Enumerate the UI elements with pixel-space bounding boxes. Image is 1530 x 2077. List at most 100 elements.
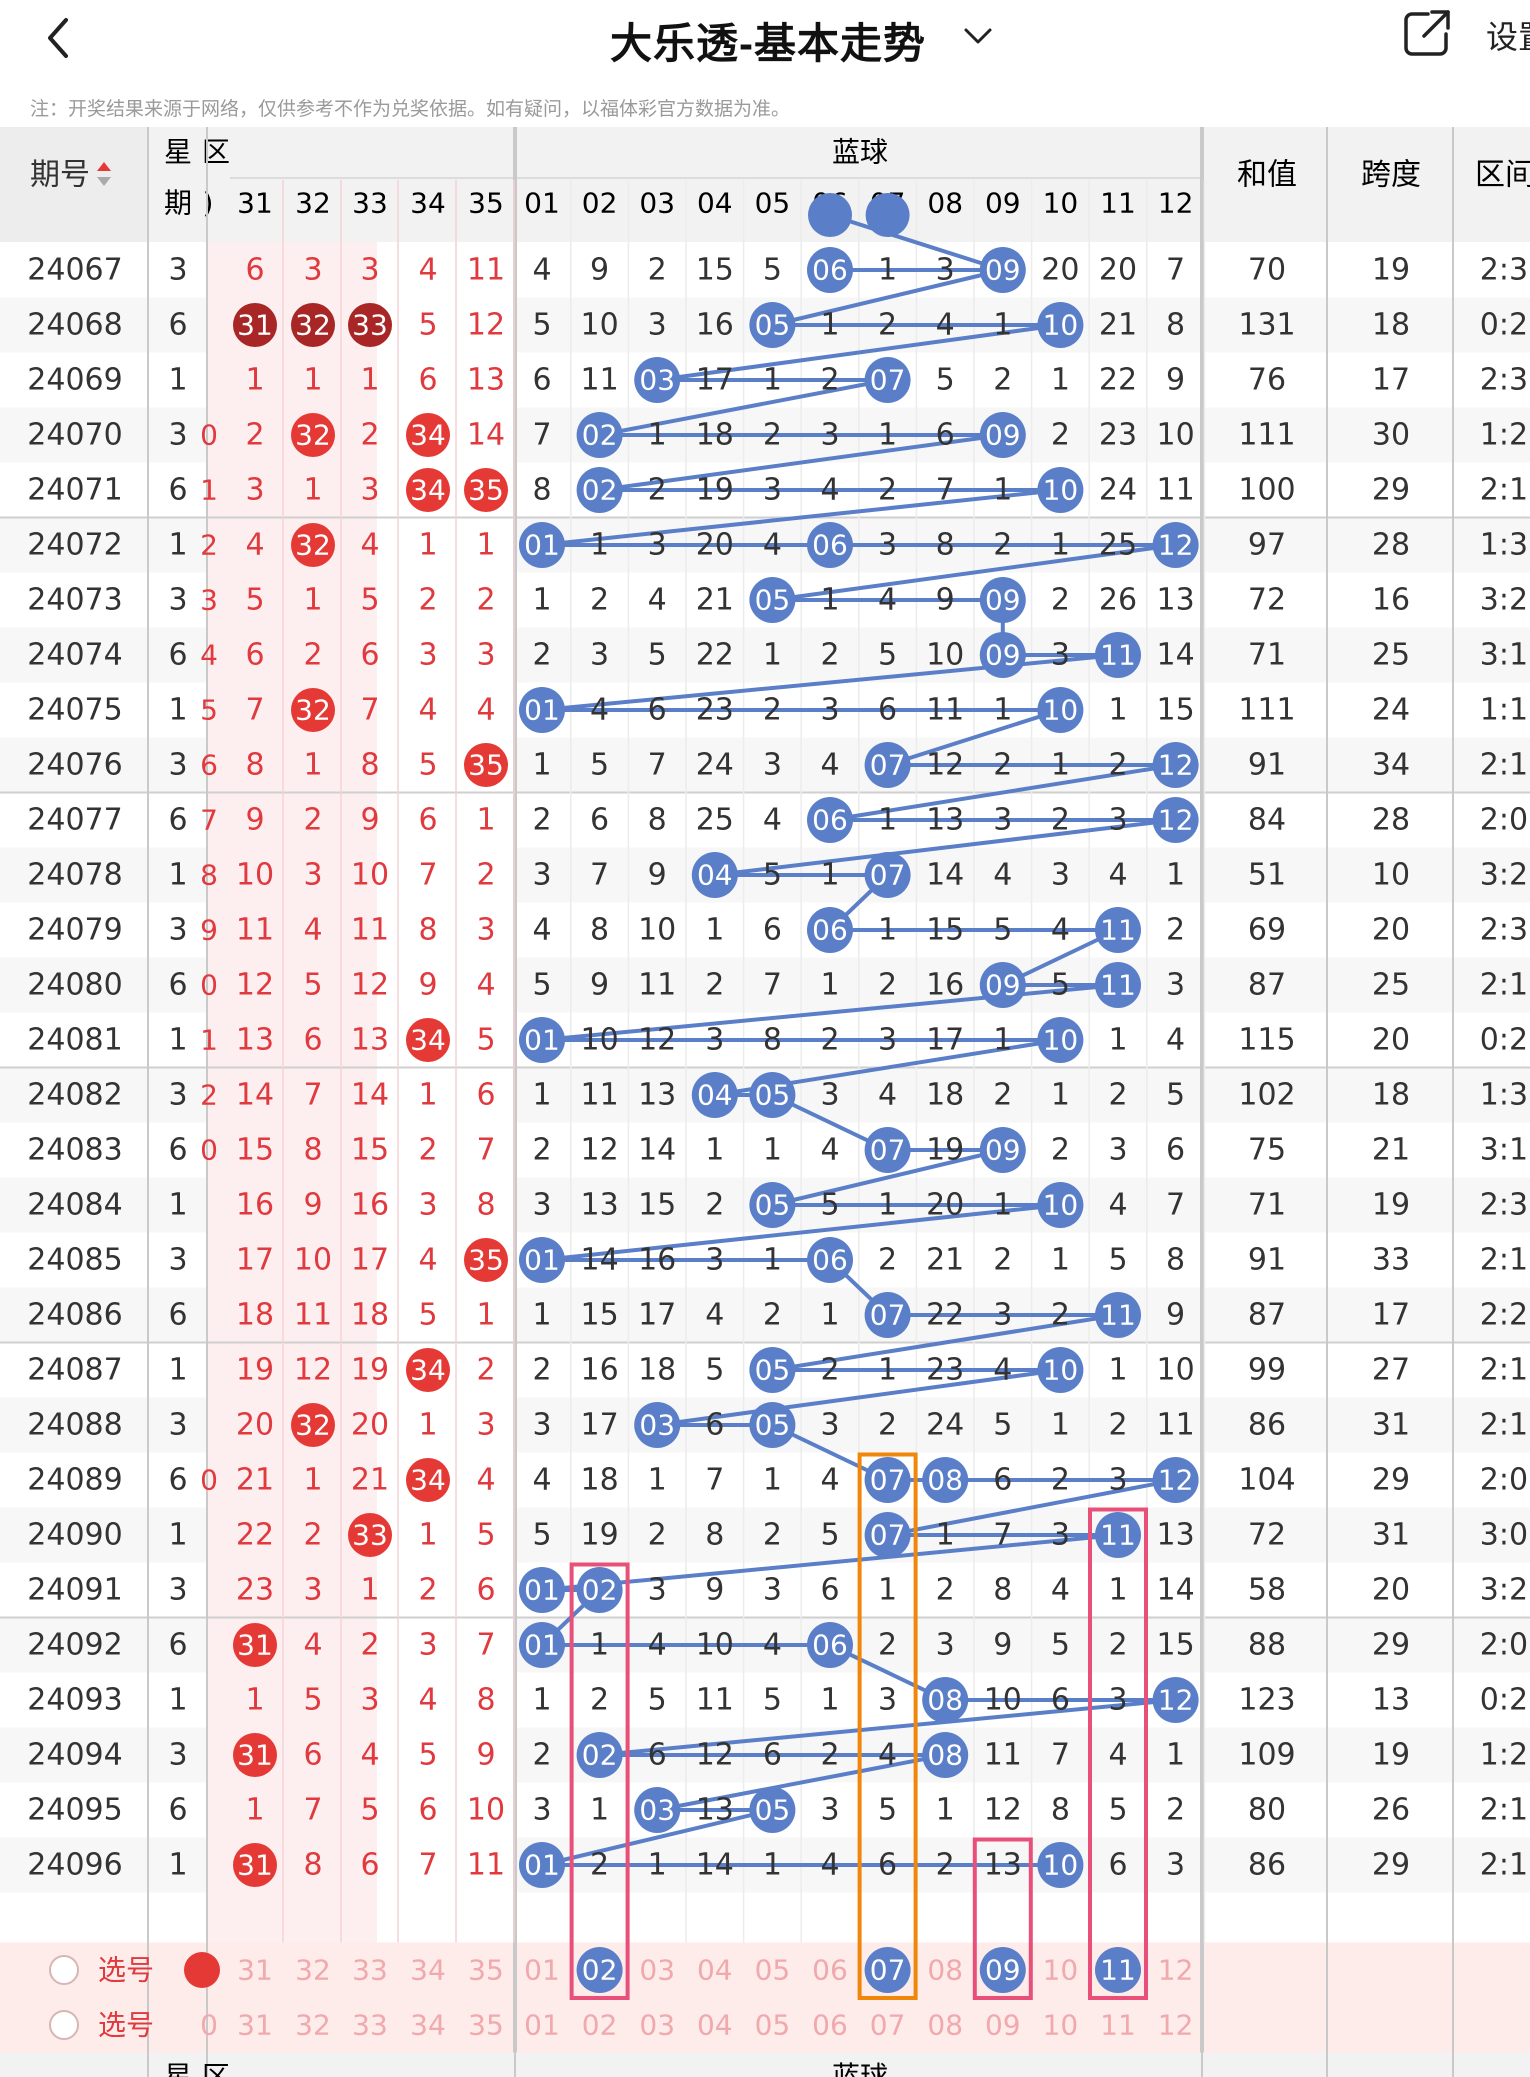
blue-miss-cell: 1 (532, 1298, 551, 1333)
blue-miss-cell: 1 (763, 363, 782, 398)
pick-blue-number[interactable]: 11 (1100, 2009, 1136, 2042)
pick-blue-number[interactable]: 07 (870, 1954, 906, 1987)
blue-miss-cell: 5 (648, 638, 667, 673)
blue-miss-cell: 4 (936, 308, 955, 343)
period-cell: 24078 (27, 858, 122, 893)
red-miss-cell: 11 (236, 913, 274, 948)
pick-blue-number[interactable]: 08 (927, 1954, 963, 1987)
pick-blue-number[interactable]: 06 (812, 1954, 848, 1987)
pick-red-number[interactable]: 33 (352, 1954, 388, 1987)
red-miss-cell: 1 (303, 1463, 322, 1498)
pick-blue-number[interactable]: 08 (927, 2009, 963, 2042)
pick-radio[interactable] (49, 1955, 79, 1985)
week-cell: 3 (168, 583, 187, 618)
red-miss-cell: 14 (467, 418, 505, 453)
pick-blue-number[interactable]: 07 (870, 2009, 906, 2042)
pick-radio[interactable] (49, 2010, 79, 2040)
pick-blue-number[interactable]: 11 (1100, 1954, 1136, 1987)
red-miss-cell: 4 (476, 1463, 495, 1498)
span-cell: 17 (1372, 1298, 1410, 1333)
highlight-box-11 (1088, 1507, 1148, 2000)
pick-blue-number[interactable]: 05 (755, 1954, 791, 1987)
pick-label[interactable]: 选号 (98, 1954, 154, 1987)
pick-red-number[interactable]: 33 (352, 2009, 388, 2042)
pick-blue-number[interactable]: 09 (985, 2009, 1021, 2042)
blue-miss-cell: 8 (1166, 308, 1185, 343)
blue-ball-number: 01 (524, 1849, 560, 1882)
page-title[interactable]: 大乐透-基本走势 (610, 20, 926, 67)
blue-miss-cell: 24 (696, 748, 734, 783)
blue-miss-cell: 7 (532, 418, 551, 453)
pick-blue-number[interactable]: 03 (639, 1954, 675, 1987)
ratio-cell: 3:0: (1480, 1518, 1530, 1553)
blue-ball-number: 12 (1158, 749, 1194, 782)
red-miss-cell: 2 (476, 858, 495, 893)
share-icon[interactable] (1398, 6, 1454, 62)
pick-red-number[interactable]: 35 (468, 2009, 504, 2042)
pick-blue-number[interactable]: 04 (697, 2009, 733, 2042)
pick-blue-number[interactable]: 04 (697, 1954, 733, 1987)
blue-miss-cell: 2 (1051, 583, 1070, 618)
blue-ball (807, 247, 853, 293)
red-ball-number: 35 (468, 749, 504, 782)
pick-red-number[interactable]: 31 (237, 1954, 273, 1987)
blue-miss-cell: 22 (696, 638, 734, 673)
red-column-header: 35 (468, 187, 504, 220)
pick-red-number[interactable]: 35 (468, 1954, 504, 1987)
pick-blue-number[interactable]: 02 (582, 1954, 618, 1987)
pick-blue-number[interactable]: 12 (1158, 1954, 1194, 1987)
pick-red-number[interactable]: 32 (295, 2009, 331, 2042)
back-arrow-icon[interactable] (30, 8, 90, 68)
pick-blue-ball-selected[interactable] (1095, 1947, 1141, 1993)
blue-miss-cell: 4 (532, 253, 551, 288)
blue-miss-cell: 15 (1157, 1628, 1195, 1663)
blue-ball (864, 1457, 911, 1503)
blue-miss-cell: 18 (638, 1353, 676, 1388)
blue-miss-cell: 17 (638, 1298, 676, 1333)
period-sort-header[interactable]: 期号 (30, 158, 90, 193)
blue-ball (979, 577, 1026, 623)
blue-miss-cell: 2 (878, 968, 897, 1003)
pick-label[interactable]: 选号 (98, 2009, 154, 2042)
pick-blue-number[interactable]: 02 (582, 2009, 618, 2042)
pick-blue-number[interactable]: 10 (1043, 2009, 1079, 2042)
blue-ball (864, 852, 911, 898)
blue-miss-cell: 4 (993, 858, 1012, 893)
week-cell: 6 (168, 968, 187, 1003)
blue-ball-number: 06 (812, 1244, 848, 1277)
pick-blue-number[interactable]: 01 (524, 1954, 560, 1987)
pick-blue-ball-selected[interactable] (864, 1947, 911, 1993)
span-cell: 33 (1372, 1243, 1410, 1278)
blue-miss-cell: 13 (1157, 1518, 1195, 1553)
blue-miss-cell: 11 (581, 363, 619, 398)
pick-blue-number[interactable]: 05 (755, 2009, 791, 2042)
blue-miss-cell: 2 (532, 1738, 551, 1773)
red-miss-cell: 7 (360, 693, 379, 728)
pick-blue-ball-selected[interactable] (979, 1947, 1026, 1993)
blue-miss-cell: 12 (926, 748, 964, 783)
pick-blue-number[interactable]: 01 (524, 2009, 560, 2042)
pick-red-number[interactable]: 34 (410, 2009, 446, 2042)
pick-blue-number[interactable]: 09 (985, 1954, 1021, 1987)
red-miss-cell: 11 (467, 253, 505, 288)
pick-blue-number[interactable]: 10 (1043, 1954, 1079, 1987)
pick-blue-number[interactable]: 12 (1158, 2009, 1194, 2042)
settings-button[interactable]: 设置 (1486, 19, 1530, 55)
pick-blue-ball-selected[interactable] (576, 1947, 623, 1993)
red-miss-cell: 1 (476, 803, 495, 838)
pick-red-number[interactable]: 31 (237, 2009, 273, 2042)
blue-ball (1037, 1182, 1084, 1228)
blue-miss-cell: 3 (590, 638, 609, 673)
pick-blue-number[interactable]: 06 (812, 2009, 848, 2042)
blue-miss-cell: 2 (763, 1518, 782, 1553)
blue-ball (922, 1457, 969, 1503)
row-stripe (0, 1617, 207, 1673)
chevron-down-icon[interactable] (960, 18, 996, 54)
red-ball (291, 1403, 335, 1447)
blue-miss-cell: 21 (926, 1243, 964, 1278)
pick-blue-number[interactable]: 03 (639, 2009, 675, 2042)
ratio-cell: 2:1: (1480, 1848, 1530, 1883)
red-miss-cell: 5 (360, 583, 379, 618)
pick-red-number[interactable]: 32 (295, 1954, 331, 1987)
pick-red-number[interactable]: 34 (410, 1954, 446, 1987)
